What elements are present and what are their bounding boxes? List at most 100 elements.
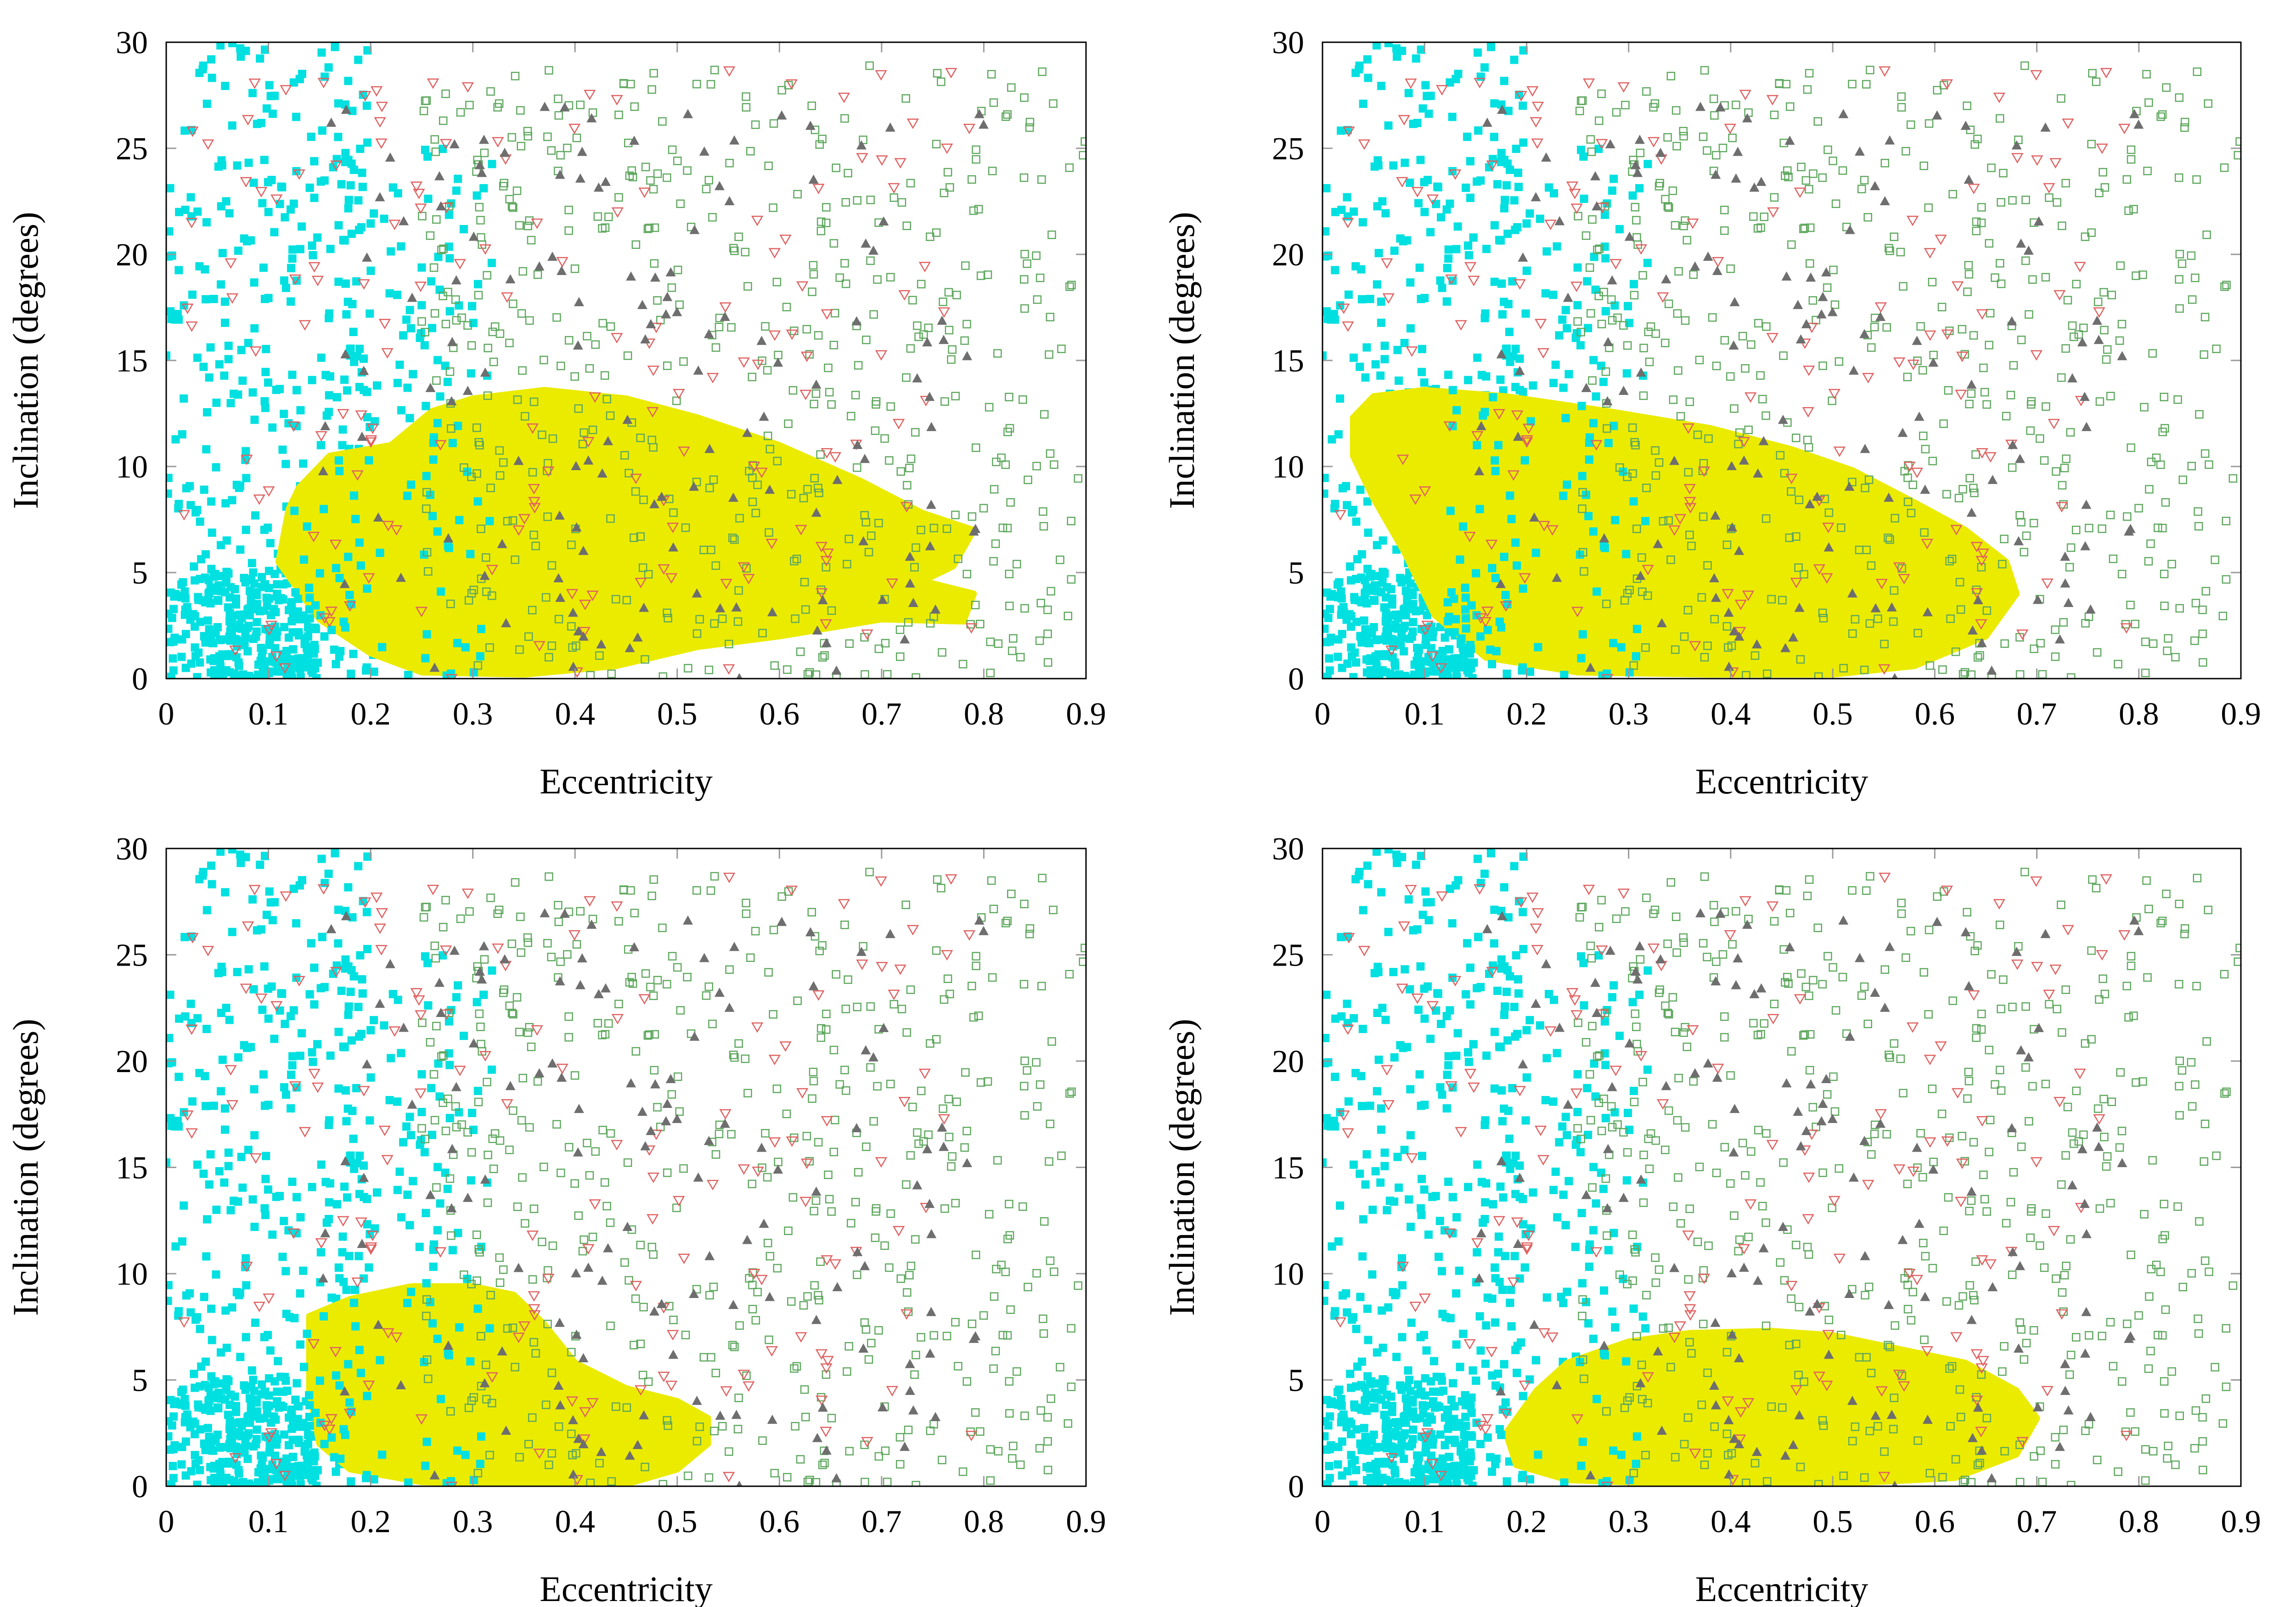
green-square <box>1050 1267 1058 1276</box>
green-square <box>554 615 563 624</box>
green-square <box>986 637 995 646</box>
red-triangle <box>822 1356 834 1366</box>
green-square <box>801 605 810 614</box>
green-squares <box>417 61 1086 679</box>
green-square <box>1899 282 1908 291</box>
green-square <box>710 872 719 881</box>
green-square <box>1960 668 1970 677</box>
green-square <box>451 295 460 304</box>
green-square <box>1919 161 1928 170</box>
green-square <box>507 202 517 211</box>
cyan-point <box>247 575 256 584</box>
gray-triangle <box>1966 507 1977 517</box>
yellow-region <box>306 1283 711 1486</box>
cyan-point <box>175 1014 184 1023</box>
cyan-point <box>1443 617 1452 626</box>
green-square <box>2028 275 2037 284</box>
red-triangle <box>289 274 302 285</box>
green-square <box>483 271 491 280</box>
cyan-point <box>227 1420 236 1429</box>
gray-triangle <box>1599 533 1609 543</box>
cyan-point <box>1349 354 1358 362</box>
red-triangle <box>1799 338 1811 349</box>
green-square <box>1002 919 1010 927</box>
cyan-point <box>1352 658 1361 667</box>
cyan-point <box>242 1281 251 1290</box>
red-triangle <box>566 589 579 600</box>
cyan-point <box>1450 595 1458 603</box>
green-square <box>818 1461 827 1469</box>
green-square <box>811 389 821 398</box>
x-tick-label: 0.3 <box>1609 697 1649 732</box>
cyan-point <box>429 455 438 464</box>
green-square <box>570 264 580 273</box>
gray-triangle <box>497 539 507 548</box>
green-square <box>871 1233 880 1242</box>
green-square <box>814 1291 822 1300</box>
cyan-point <box>424 1001 433 1010</box>
cyan-point <box>1409 119 1418 128</box>
cyan-point <box>214 596 223 605</box>
gray-triangle <box>629 135 640 145</box>
gray-triangle <box>462 386 473 395</box>
cyan-point <box>206 1150 215 1159</box>
cyan-point <box>305 605 314 614</box>
green-square <box>1806 223 1815 232</box>
cyan-point <box>268 1231 277 1239</box>
green-square <box>2002 412 2011 421</box>
cyan-point <box>334 133 343 141</box>
cyan-point <box>1344 290 1353 299</box>
cyan-point <box>1447 588 1456 597</box>
green-square <box>932 140 941 149</box>
cyan-point <box>428 1319 437 1328</box>
green-square <box>2022 531 2031 540</box>
green-square <box>772 1084 782 1093</box>
cyan-point <box>1328 435 1336 444</box>
green-square <box>2025 310 2033 319</box>
green-square <box>1908 480 1918 489</box>
green-square <box>742 103 751 112</box>
cyan-point <box>261 1211 270 1219</box>
green-square <box>774 1157 782 1166</box>
cyan-point <box>332 393 341 402</box>
cyan-point <box>307 661 316 670</box>
cyan-point <box>1369 623 1378 631</box>
cyan-point <box>299 655 308 663</box>
cyan-point <box>340 375 349 384</box>
cyan-point <box>1531 549 1540 557</box>
green-square <box>801 1412 810 1422</box>
cyan-point <box>1381 633 1390 641</box>
red-triangle <box>1642 565 1654 575</box>
green-square <box>1620 596 1629 605</box>
green-square <box>539 1163 548 1171</box>
green-square <box>948 1152 957 1161</box>
green-square <box>1666 72 1676 80</box>
green-square <box>1664 299 1673 308</box>
gray-triangle <box>1552 573 1562 582</box>
green-square <box>902 1028 911 1037</box>
green-square <box>477 1332 485 1341</box>
cyan-point <box>315 569 324 578</box>
x-tick-label: 0.6 <box>760 697 800 732</box>
cyan-point <box>1337 587 1345 596</box>
green-square <box>734 586 743 595</box>
green-square <box>945 326 954 335</box>
green-square <box>611 1402 620 1411</box>
gray-triangle <box>1513 432 1523 441</box>
red-triangle <box>1956 351 1969 362</box>
cyan-point <box>354 196 363 205</box>
green-square <box>583 332 591 341</box>
cyan-point <box>188 1097 197 1106</box>
y-tick-label: 15 <box>1272 343 1304 379</box>
cyan-point <box>1604 438 1613 447</box>
green-square <box>1065 1089 1074 1098</box>
red-triangle <box>1358 139 1371 150</box>
green-square <box>2160 569 2169 579</box>
gray-triangle <box>1960 120 1971 130</box>
green-square <box>1023 259 1031 268</box>
green-square <box>1828 396 1836 405</box>
cyan-point <box>1534 643 1542 652</box>
green-square <box>518 1173 527 1182</box>
green-square <box>518 366 527 375</box>
green-square <box>459 1270 468 1279</box>
